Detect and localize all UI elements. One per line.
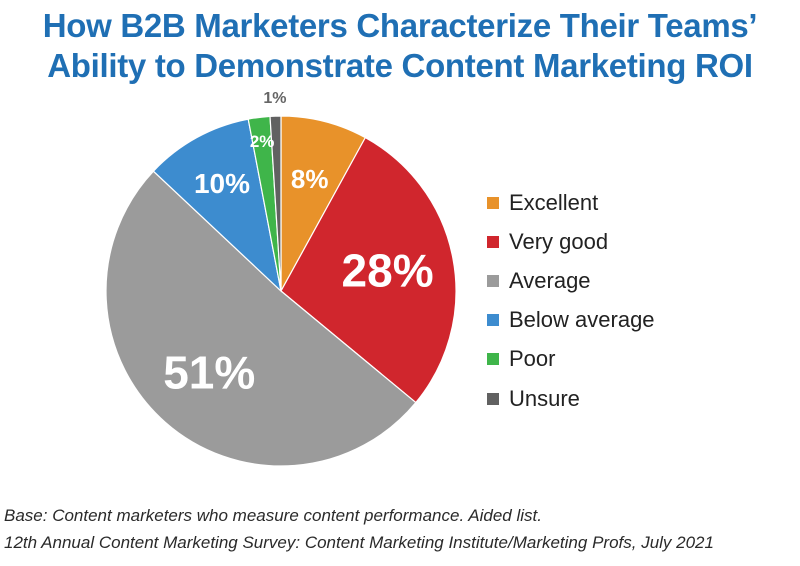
chart-title-line-2: Ability to Demonstrate Content Marketing… bbox=[47, 47, 753, 84]
data-label-poor: 2% bbox=[250, 132, 275, 151]
chart-title-line-1: How B2B Marketers Characterize Their Tea… bbox=[42, 7, 758, 44]
legend-item-average: Average bbox=[487, 261, 787, 300]
legend-item-poor: Poor bbox=[487, 340, 787, 379]
legend-item-excellent: Excellent bbox=[487, 183, 787, 222]
legend: Excellent Very good Average Below averag… bbox=[487, 183, 787, 418]
legend-swatch-average bbox=[487, 274, 499, 287]
legend-label: Poor bbox=[509, 346, 556, 372]
footnote-base: Base: Content marketers who measure cont… bbox=[4, 506, 542, 525]
legend-label: Excellent bbox=[509, 189, 599, 215]
legend-item-below-average: Below average bbox=[487, 301, 787, 340]
legend-item-very-good: Very good bbox=[487, 222, 787, 261]
legend-swatch-unsure bbox=[487, 392, 499, 405]
pie-slices bbox=[105, 115, 457, 467]
data-label-below-average: 10% bbox=[194, 168, 250, 199]
data-label-very-good: 28% bbox=[342, 245, 434, 297]
pie-slice-below-average bbox=[152, 118, 282, 293]
data-label-unsure: 1% bbox=[263, 90, 286, 107]
data-label-average: 51% bbox=[163, 346, 255, 398]
legend-swatch-below-average bbox=[487, 314, 499, 327]
legend-swatch-excellent bbox=[487, 196, 499, 209]
legend-label: Unsure bbox=[509, 385, 580, 411]
pie-slice-unsure bbox=[269, 115, 282, 292]
legend-swatch-very-good bbox=[487, 235, 499, 248]
legend-item-unsure: Unsure bbox=[487, 379, 787, 418]
pie-slice-average bbox=[105, 170, 417, 467]
legend-label: Below average bbox=[509, 307, 655, 333]
data-label-excellent: 8% bbox=[291, 164, 329, 194]
legend-swatch-poor bbox=[487, 353, 499, 366]
legend-label: Very good bbox=[509, 228, 609, 254]
pie-slice-very-good bbox=[280, 136, 457, 404]
chart-title: How B2B Marketers Characterize Their Tea… bbox=[0, 6, 800, 86]
footnote-source: 12th Annual Content Marketing Survey: Co… bbox=[4, 533, 714, 552]
pie-data-labels: 8% 28% 51% 10%2% 1% bbox=[163, 90, 433, 398]
legend-label: Average bbox=[509, 267, 591, 293]
